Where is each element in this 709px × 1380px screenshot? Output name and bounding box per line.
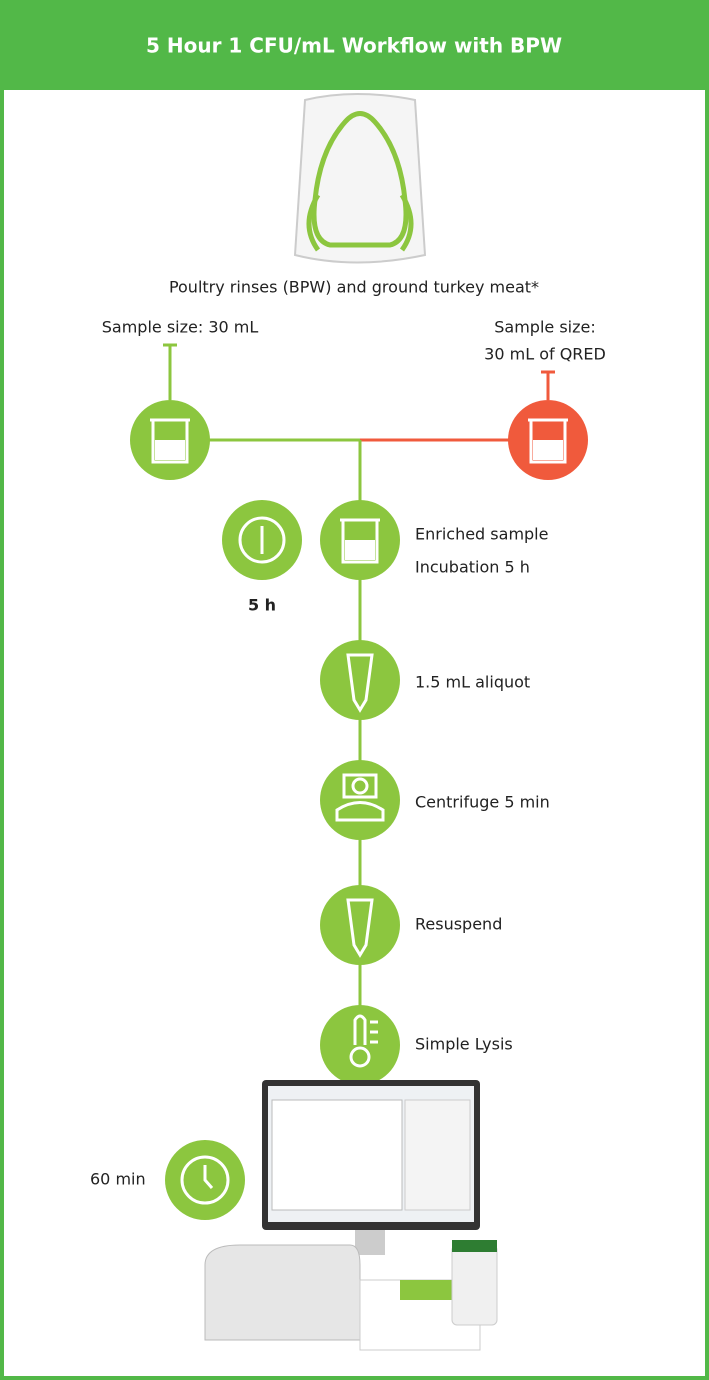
beaker-circle bbox=[508, 400, 588, 480]
step-icon bbox=[320, 500, 400, 580]
step-label: Centrifuge 5 min bbox=[415, 793, 550, 812]
header bbox=[0, 0, 709, 90]
beaker-circle bbox=[130, 400, 210, 480]
clock-circle bbox=[165, 1140, 245, 1220]
instrument-setup bbox=[204, 1080, 498, 1351]
poultry-icon bbox=[293, 93, 427, 264]
step-label: Incubation 5 h bbox=[415, 558, 530, 577]
step-icon bbox=[320, 1005, 400, 1085]
timer-label: 60 min bbox=[90, 1170, 146, 1189]
step-label: Enriched sample bbox=[415, 525, 548, 544]
branch-label: Sample size: bbox=[494, 318, 596, 337]
timer-label: 5 h bbox=[248, 596, 276, 615]
step-icon bbox=[320, 760, 400, 840]
title: 5 Hour 1 CFU/mL Workflow with BPW bbox=[146, 34, 562, 58]
step-label: Resuspend bbox=[415, 915, 502, 934]
step-label: Simple Lysis bbox=[415, 1035, 513, 1054]
branch-label: Sample size: 30 mL bbox=[102, 318, 259, 337]
sample-caption: Poultry rinses (BPW) and ground turkey m… bbox=[169, 278, 539, 297]
timer-circle bbox=[222, 500, 302, 580]
branch-label: 30 mL of QRED bbox=[484, 345, 606, 364]
step-label: 1.5 mL aliquot bbox=[415, 673, 530, 692]
step-icon bbox=[320, 640, 400, 720]
step-icon bbox=[320, 885, 400, 965]
